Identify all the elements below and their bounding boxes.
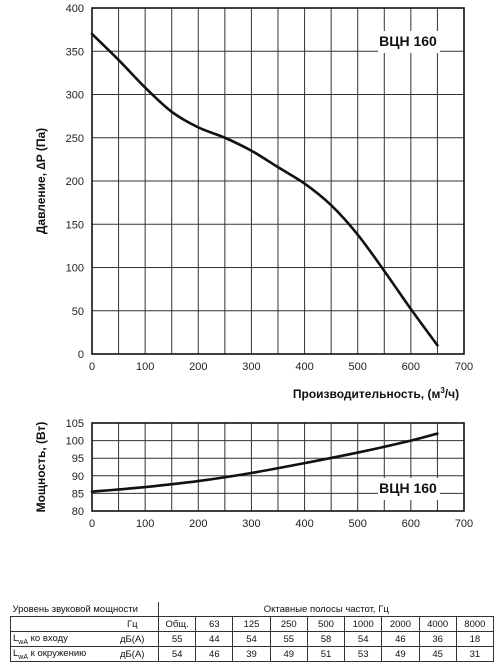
y-tick-label: 150	[66, 219, 84, 231]
x-tick-label: 400	[295, 361, 313, 373]
plot-frame	[91, 7, 465, 355]
x-tick-label: 500	[349, 361, 367, 373]
y-tick-label: 100	[66, 263, 84, 275]
x-tick-label: 100	[136, 361, 154, 373]
row-unit: дБ(А)	[106, 631, 159, 647]
y-tick-label: 105	[66, 418, 84, 430]
table-cell: 49	[381, 646, 420, 662]
x-tick-label: 400	[295, 518, 313, 530]
x-tick-label: 600	[402, 361, 420, 373]
y-tick-label: 250	[66, 133, 84, 145]
table-cell: 54	[344, 631, 383, 647]
y-tick-label: 300	[66, 90, 84, 102]
table-cell: 44	[195, 631, 234, 647]
model-label-bg	[378, 31, 440, 53]
x-tick-label: 100	[136, 518, 154, 530]
x-tick-label: 200	[189, 518, 207, 530]
y-tick-label: 95	[72, 453, 84, 465]
table-cell: 51	[306, 646, 346, 662]
y-tick-label: 100	[66, 436, 84, 448]
x-tick-label: 200	[189, 361, 207, 373]
band-header: 125	[232, 616, 271, 632]
band-header: 8000	[455, 616, 495, 632]
row-label: LwA к окружению	[10, 646, 107, 662]
table-cell: 55	[157, 631, 197, 647]
hz-label: Гц	[106, 616, 159, 632]
table-cell: 58	[306, 631, 346, 647]
x-tick-label: 700	[455, 361, 473, 373]
x-tick-label: 0	[89, 518, 95, 530]
row-unit: дБ(А)	[106, 646, 159, 662]
x-axis-title: Производительность, (м3/ч)	[293, 386, 459, 401]
table-cell: 46	[195, 646, 234, 662]
y-tick-label: 50	[72, 306, 84, 318]
y-tick-label: 400	[66, 3, 84, 15]
fan-performance-charts: 0 100 200 300 400 500 600 700 0 50 100 150 200 250 300…	[34, 3, 473, 530]
y-tick-label: 90	[72, 471, 84, 483]
table-cell: 55	[269, 631, 308, 647]
sound-table-title: Уровень звуковой мощности	[10, 602, 159, 617]
row-label: LwA ко входу	[10, 631, 107, 647]
model-label: ВЦН 160	[379, 480, 437, 496]
table-cell: 54	[232, 631, 271, 647]
table-cell: 54	[157, 646, 197, 662]
band-header: 250	[269, 616, 308, 632]
band-header: 2000	[381, 616, 420, 632]
table-cell: 46	[381, 631, 420, 647]
band-header: 4000	[418, 616, 457, 632]
hz-row-label	[10, 616, 107, 632]
y-tick-label: 200	[66, 176, 84, 188]
y-axis-title: Мощность, (Вт)	[34, 422, 48, 513]
series-line	[90, 32, 439, 347]
table-cell: 45	[418, 646, 457, 662]
y-tick-label: 85	[72, 488, 84, 500]
model-label-bg	[378, 478, 440, 500]
x-tick-label: 300	[242, 361, 260, 373]
table-row: LwA ко входу дБ(А) 55 44 54 55 58 54 46 36 18	[10, 631, 495, 647]
y-axis-title: Давление, ∆P (Па)	[34, 128, 48, 234]
x-tick-label: 300	[242, 518, 260, 530]
table-cell: 31	[455, 646, 495, 662]
table-cell: 18	[455, 631, 495, 647]
octave-bands-title: Октавные полосы частот, Гц	[158, 602, 494, 617]
table-cell: 39	[232, 646, 271, 662]
x-tick-label: 500	[349, 518, 367, 530]
band-header: 1000	[344, 616, 383, 632]
table-cell: 36	[418, 631, 457, 647]
band-header: 500	[306, 616, 346, 632]
sound-power-table: Уровень звуковой мощности Октавные полосы…	[10, 602, 495, 662]
table-cell: 49	[269, 646, 308, 662]
y-tick-label: 0	[78, 349, 84, 361]
table-row: LwA к окружению дБ(А) 54 46 39 49 51 53 49 45 31	[10, 646, 495, 662]
plot-frame	[91, 422, 465, 512]
model-label: ВЦН 160	[379, 33, 437, 49]
x-tick-label: 0	[89, 361, 95, 373]
y-tick-label: 350	[66, 46, 84, 58]
series-line	[90, 432, 439, 493]
x-tick-label: 700	[455, 518, 473, 530]
table-cell: 53	[344, 646, 383, 662]
band-header: 63	[195, 616, 234, 632]
y-tick-label: 80	[72, 506, 84, 518]
band-header: Общ.	[157, 616, 197, 632]
x-tick-label: 600	[402, 518, 420, 530]
